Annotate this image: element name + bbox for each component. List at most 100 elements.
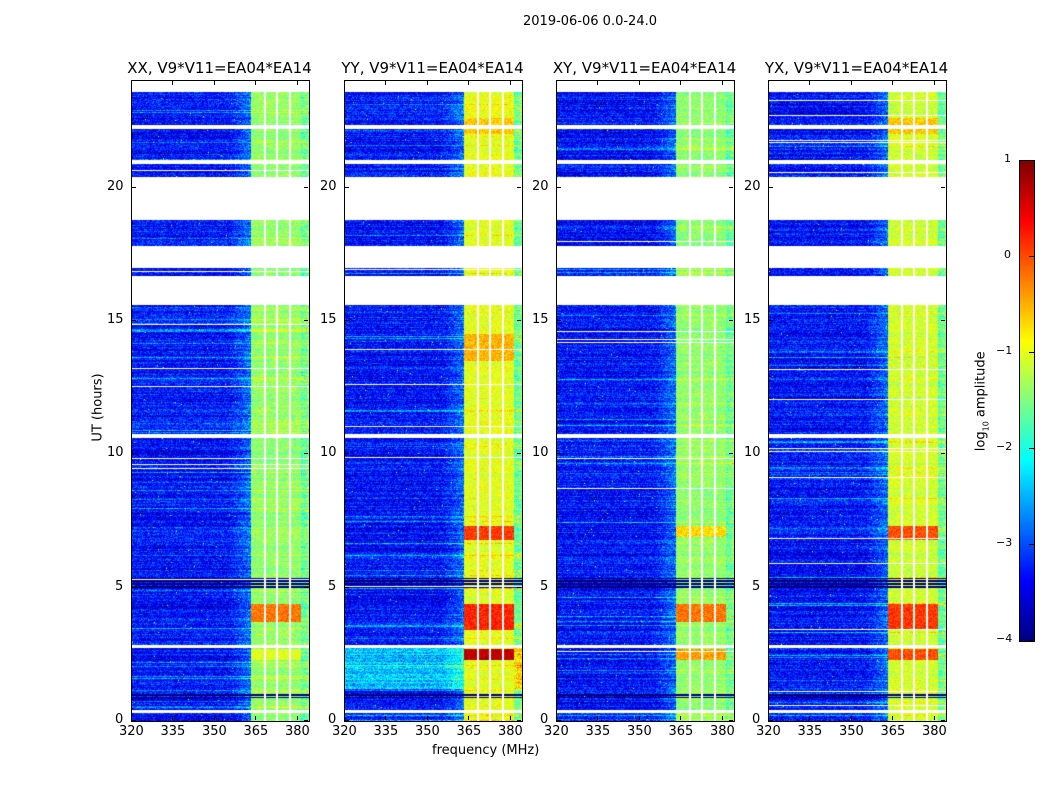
colorbar bbox=[1019, 160, 1035, 642]
y-tick-mark bbox=[557, 320, 561, 321]
heatmap-panel bbox=[768, 80, 947, 722]
y-tick-label: 0 bbox=[115, 712, 124, 727]
y-tick-mark bbox=[132, 586, 136, 588]
y-tick-mark bbox=[729, 586, 733, 588]
x-tick-mark bbox=[638, 716, 640, 720]
x-tick-mark bbox=[892, 81, 894, 85]
colorbar-tick-mark bbox=[1029, 256, 1034, 257]
x-tick-label: 320 bbox=[119, 724, 144, 739]
y-tick-mark bbox=[729, 186, 733, 188]
x-tick-mark bbox=[385, 716, 387, 720]
panel-title: YX, V9*V11=EA04*EA14 bbox=[764, 59, 949, 77]
y-tick-mark bbox=[769, 586, 773, 588]
x-tick-label: 335 bbox=[160, 724, 186, 739]
y-tick-label: 10 bbox=[320, 445, 337, 461]
x-tick-label: 320 bbox=[544, 724, 569, 739]
x-tick-mark bbox=[809, 81, 811, 85]
x-tick-label: 380 bbox=[497, 724, 523, 739]
x-tick-mark bbox=[344, 81, 345, 85]
y-tick-mark bbox=[517, 453, 521, 455]
x-tick-label: 335 bbox=[373, 724, 399, 739]
colorbar-tick-mark bbox=[1029, 544, 1034, 545]
colorbar-tick-label: −3 bbox=[996, 536, 1013, 549]
x-tick-mark bbox=[255, 716, 257, 720]
x-tick-mark bbox=[296, 81, 298, 85]
x-tick-label: 350 bbox=[201, 724, 227, 739]
colorbar-tick-label: −2 bbox=[996, 440, 1013, 453]
x-tick-mark bbox=[768, 716, 769, 720]
y-tick-mark bbox=[132, 186, 136, 188]
y-tick-mark bbox=[769, 320, 773, 321]
y-tick-label: 5 bbox=[752, 578, 761, 594]
x-tick-mark bbox=[850, 81, 852, 85]
x-tick-mark bbox=[933, 716, 935, 720]
colorbar-tick-label: −1 bbox=[996, 344, 1013, 357]
x-tick-mark bbox=[172, 716, 174, 720]
x-tick-mark bbox=[597, 81, 599, 85]
y-tick-mark bbox=[132, 453, 136, 455]
x-tick-label: 350 bbox=[838, 724, 864, 739]
x-tick-label: 350 bbox=[414, 724, 440, 739]
y-tick-label: 20 bbox=[532, 178, 549, 194]
y-tick-mark bbox=[769, 720, 773, 721]
x-tick-mark bbox=[426, 716, 428, 720]
y-tick-label: 15 bbox=[744, 312, 761, 327]
y-tick-label: 5 bbox=[540, 578, 549, 594]
x-tick-mark bbox=[426, 81, 428, 85]
x-tick-label: 365 bbox=[243, 724, 269, 739]
colorbar-tick-mark bbox=[1029, 448, 1034, 449]
panel-title: XY, V9*V11=EA04*EA14 bbox=[552, 59, 737, 77]
y-tick-mark bbox=[304, 586, 308, 588]
x-tick-label: 365 bbox=[880, 724, 906, 739]
y-tick-label: 0 bbox=[752, 712, 761, 727]
x-tick-mark bbox=[509, 81, 511, 85]
x-tick-label: 350 bbox=[626, 724, 652, 739]
y-tick-mark bbox=[132, 720, 136, 721]
y-tick-mark bbox=[729, 453, 733, 455]
y-tick-mark bbox=[941, 720, 945, 721]
y-tick-mark bbox=[941, 453, 945, 455]
y-tick-mark bbox=[557, 720, 561, 721]
y-tick-label: 5 bbox=[328, 578, 337, 594]
heatmap-panel bbox=[131, 80, 310, 722]
x-tick-label: 365 bbox=[668, 724, 694, 739]
y-tick-label: 20 bbox=[107, 178, 124, 194]
x-tick-mark bbox=[468, 716, 470, 720]
y-tick-mark bbox=[517, 586, 521, 588]
y-tick-mark bbox=[304, 186, 308, 188]
y-tick-label: 0 bbox=[540, 712, 549, 727]
colorbar-tick-mark bbox=[1029, 352, 1034, 353]
colorbar-tick-label: −4 bbox=[996, 632, 1013, 645]
y-tick-label: 15 bbox=[320, 312, 337, 327]
y-tick-mark bbox=[769, 453, 773, 455]
y-tick-label: 10 bbox=[532, 445, 549, 461]
y-tick-mark bbox=[769, 186, 773, 188]
y-tick-mark bbox=[557, 186, 561, 188]
y-tick-mark bbox=[557, 586, 561, 588]
x-tick-mark bbox=[509, 716, 511, 720]
y-tick-mark bbox=[941, 320, 945, 321]
colorbar-label: log10 amplitude bbox=[973, 351, 991, 452]
y-tick-mark bbox=[517, 720, 521, 721]
x-tick-label: 365 bbox=[456, 724, 482, 739]
x-tick-mark bbox=[809, 716, 811, 720]
y-tick-mark bbox=[304, 453, 308, 455]
x-tick-mark bbox=[131, 716, 132, 720]
x-tick-label: 320 bbox=[332, 724, 357, 739]
panel-title: YY, V9*V11=EA04*EA14 bbox=[341, 59, 524, 77]
colorbar-tick-label: 1 bbox=[1004, 152, 1011, 165]
x-tick-mark bbox=[131, 81, 132, 85]
y-tick-mark bbox=[729, 320, 733, 321]
y-tick-mark bbox=[345, 186, 349, 188]
x-tick-mark bbox=[721, 716, 723, 720]
x-tick-mark bbox=[638, 81, 640, 85]
x-axis-label: frequency (MHz) bbox=[432, 743, 540, 758]
y-tick-mark bbox=[304, 720, 308, 721]
x-tick-mark bbox=[680, 81, 682, 85]
y-tick-mark bbox=[345, 720, 349, 721]
colorbar-tick-label: 0 bbox=[1004, 248, 1011, 261]
x-tick-mark bbox=[933, 81, 935, 85]
y-tick-mark bbox=[941, 186, 945, 188]
x-tick-label: 380 bbox=[709, 724, 735, 739]
